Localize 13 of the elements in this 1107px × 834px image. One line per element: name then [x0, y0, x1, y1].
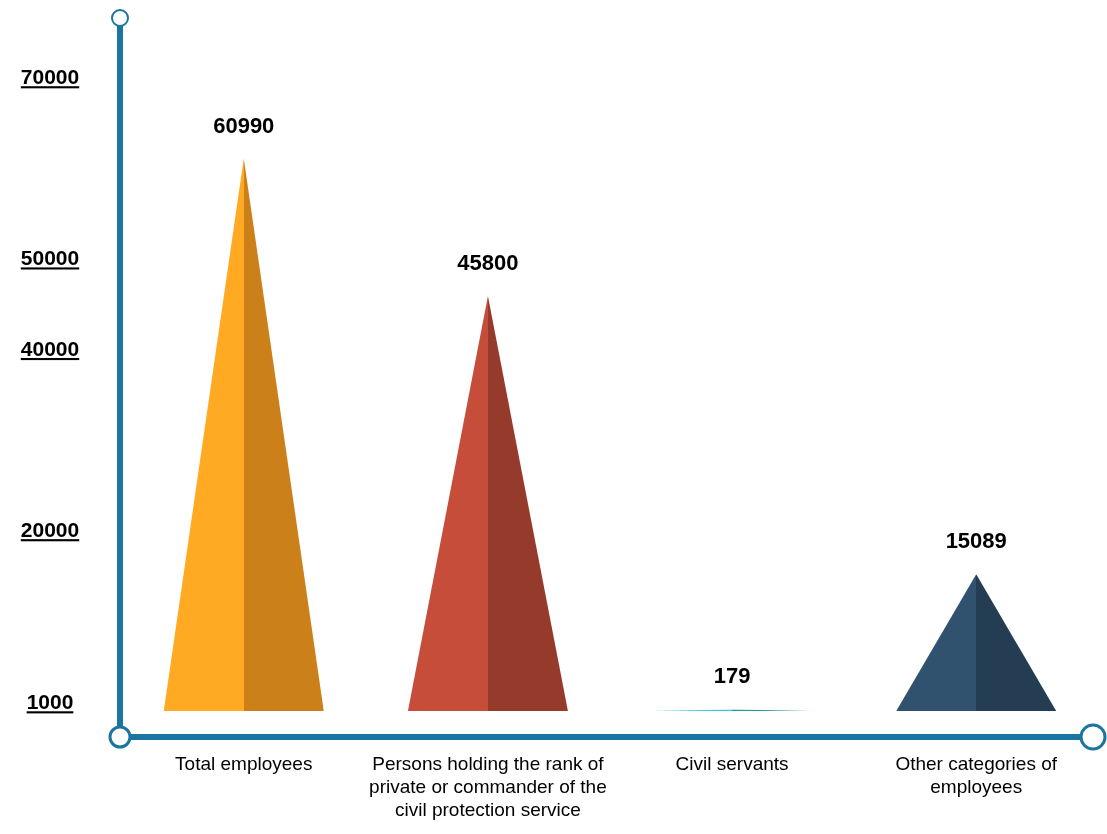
data-label: 15089 — [945, 528, 1007, 554]
y-tick-label: 20000 — [20, 518, 80, 542]
y-tick-label: 70000 — [20, 65, 80, 89]
x-tick-label: Civil servants — [675, 753, 789, 774]
data-label: 179 — [713, 663, 751, 689]
x-tick-label: Other categories of employees — [895, 753, 1058, 797]
data-label: 45800 — [457, 250, 519, 276]
x-tick-label: Persons holding the rank of private or commander of the civil protection service — [369, 753, 607, 820]
y-tick-label: 50000 — [20, 246, 80, 270]
y-tick-label: 40000 — [20, 337, 80, 360]
data-label: 60990 — [213, 112, 275, 138]
x-tick-label: Total employees — [175, 753, 313, 774]
y-tick-label: 1000 — [26, 690, 74, 714]
